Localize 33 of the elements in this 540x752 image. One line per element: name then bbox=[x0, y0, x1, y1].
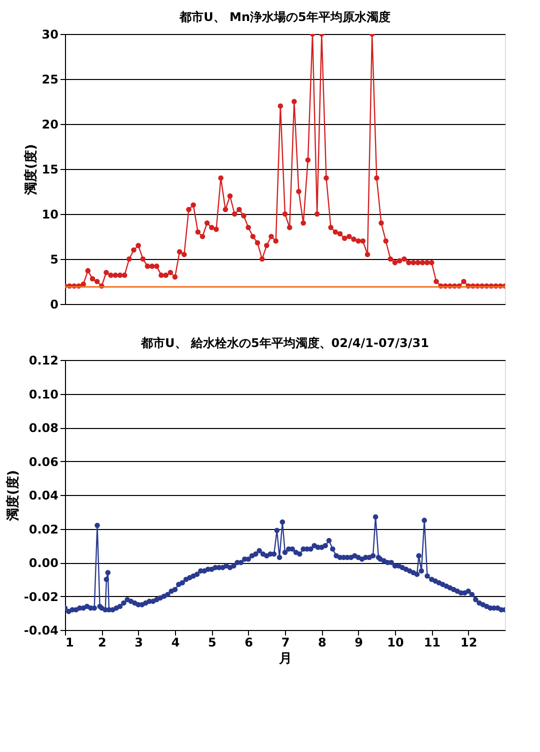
y-tick-label: 0.10 bbox=[28, 387, 58, 402]
x-tick-label: 5 bbox=[208, 636, 216, 650]
y-tick-label: 5 bbox=[50, 252, 58, 266]
x-tick-label: 1 bbox=[66, 636, 74, 650]
x-axis-title: 月 bbox=[278, 652, 292, 666]
x-tick-label: 11 bbox=[424, 636, 441, 650]
x-tick-label: 4 bbox=[171, 636, 180, 650]
x-tick-label: 9 bbox=[354, 636, 364, 650]
y-tick-label: 0.04 bbox=[28, 488, 58, 502]
x-tick-label: 10 bbox=[387, 636, 404, 650]
chart-title: 都市U、 Mn浄水場の5年平均原水濁度 bbox=[178, 10, 390, 24]
y-tick-label: 25 bbox=[42, 72, 58, 86]
y-tick-label: 30 bbox=[42, 28, 58, 42]
y-tick-label: 20 bbox=[42, 118, 58, 132]
x-tick-label: 12 bbox=[460, 636, 478, 650]
x-tick-label: 6 bbox=[244, 636, 254, 650]
y-tick-label: -0.04 bbox=[24, 624, 58, 638]
y-tick-label: 10 bbox=[42, 208, 58, 222]
x-tick-label: 7 bbox=[281, 636, 290, 650]
y-tick-label: 0.02 bbox=[28, 522, 58, 536]
x-tick-label: 2 bbox=[98, 636, 106, 650]
y-tick-label: -0.02 bbox=[24, 590, 58, 604]
y-tick-label: 0.00 bbox=[28, 556, 58, 570]
x-tick-label: 3 bbox=[134, 636, 144, 650]
chart-title: 都市U、 給水栓水の5年平均濁度、02/4/1-07/3/31 bbox=[140, 336, 429, 350]
y-tick-label: 0.12 bbox=[28, 354, 58, 368]
y-tick-label: 0 bbox=[50, 298, 58, 312]
y-axis-title: 濁度(度) bbox=[22, 144, 39, 196]
y-tick-label: 15 bbox=[42, 162, 58, 176]
y-tick-label: 0.06 bbox=[28, 454, 58, 469]
x-tick-label: 8 bbox=[318, 636, 326, 650]
y-tick-label: 0.08 bbox=[28, 421, 58, 435]
y-axis-title: 濁度(度) bbox=[4, 470, 21, 522]
